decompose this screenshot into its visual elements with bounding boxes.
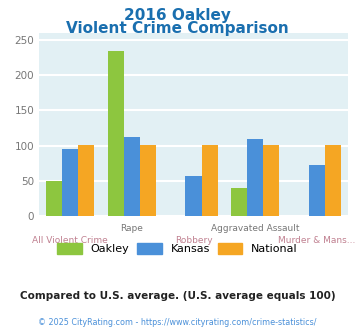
Bar [263, 145, 279, 216]
Text: Murder & Mans...: Murder & Mans... [278, 236, 355, 245]
Bar [124, 137, 140, 216]
Bar [202, 145, 218, 216]
Text: Violent Crime Comparison: Violent Crime Comparison [66, 21, 289, 36]
Text: Compared to U.S. average. (U.S. average equals 100): Compared to U.S. average. (U.S. average … [20, 291, 335, 301]
Text: Aggravated Assault: Aggravated Assault [211, 224, 300, 233]
Text: © 2025 CityRating.com - https://www.cityrating.com/crime-statistics/: © 2025 CityRating.com - https://www.city… [38, 318, 317, 327]
Bar [247, 139, 263, 216]
Bar [78, 145, 94, 216]
Text: Rape: Rape [120, 224, 143, 233]
Bar [185, 176, 202, 216]
Text: All Violent Crime: All Violent Crime [32, 236, 108, 245]
Legend: Oakley, Kansas, National: Oakley, Kansas, National [53, 239, 302, 258]
Bar [309, 165, 325, 216]
Text: Robbery: Robbery [175, 236, 212, 245]
Bar [46, 181, 62, 216]
Bar [140, 145, 156, 216]
Bar [325, 145, 341, 216]
Bar [62, 148, 78, 216]
Bar [231, 188, 247, 216]
Text: 2016 Oakley: 2016 Oakley [124, 8, 231, 23]
Bar [108, 50, 124, 216]
